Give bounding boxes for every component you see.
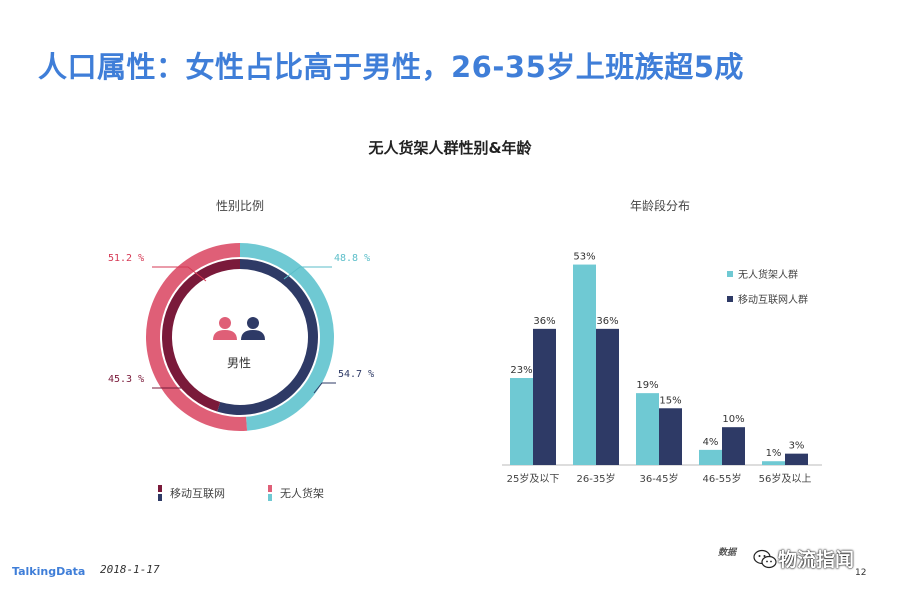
- bar-1-2: [659, 408, 682, 465]
- label-inner-male: 45.3 %: [108, 374, 144, 385]
- outer-ring-female-slice: [146, 243, 248, 431]
- label-outer-female-leader: [152, 266, 207, 282]
- bar-1-1: [596, 328, 619, 465]
- source-label: 数据: [718, 548, 737, 558]
- bar-value-label: 23%: [510, 365, 532, 376]
- label-inner-female: 54.7 %: [338, 369, 374, 380]
- label-outer-female: 51.2 %: [108, 253, 144, 264]
- outer-ring-male-slice: [240, 243, 335, 431]
- legend-label-shelf: 无人货架: [280, 487, 324, 500]
- bar-1-0: [533, 328, 556, 465]
- bar-0-0: [510, 378, 533, 465]
- donut-legend: 移动互联网: [158, 484, 225, 502]
- bar-value-label: 15%: [659, 395, 681, 406]
- donut-legend-2: 无人货架: [268, 484, 324, 502]
- label-inner-female-leader: [313, 382, 336, 394]
- donut-title: 性别比例: [215, 199, 264, 213]
- bar-1-4: [785, 453, 808, 465]
- bar-value-label: 53%: [573, 252, 595, 263]
- bar-0-4: [762, 461, 785, 465]
- bar-value-label: 4%: [703, 437, 719, 448]
- bar-0-1: [573, 264, 596, 465]
- bar-value-label: 3%: [789, 441, 805, 452]
- bar-1-3: [722, 427, 745, 465]
- bar-value-label: 36%: [596, 316, 618, 327]
- section-title: 无人货架人群性别&年龄: [368, 139, 532, 157]
- gender-donut-chart: 男性 51.2 % 48.8 % 45.3 % 54.7 %: [108, 243, 374, 431]
- bar-0-2: [636, 393, 659, 465]
- bar-value-label: 19%: [636, 380, 658, 391]
- label-inner-male-leader: [152, 387, 209, 402]
- bar-legend-swatch-shelf: [727, 270, 733, 277]
- x-tick-label: 25岁及以下: [507, 472, 560, 485]
- watermark-text: 物流指闻: [778, 549, 855, 571]
- label-outer-male-leader: [283, 266, 332, 280]
- bar-value-label: 10%: [722, 414, 744, 425]
- bar-0-3: [699, 449, 722, 465]
- page-number: 12: [855, 568, 867, 578]
- donut-center-label: 男性: [227, 356, 251, 370]
- age-bar-chart: 23% 36% 25岁及以下 53% 36% 26-35岁 19%15% 36-45岁 4% 10…: [502, 252, 822, 485]
- slide-title: 人口属性：女性占比高于男性，26-35岁上班族超5成: [38, 50, 744, 84]
- x-tick-label: 46-55岁: [702, 472, 741, 485]
- talkingdata-logo: TalkingData: [12, 565, 86, 578]
- bar-legend-swatch-mobile: [727, 295, 733, 302]
- legend-swatch-mobile: [158, 484, 162, 502]
- legend-swatch-shelf: [268, 484, 272, 502]
- bar-value-label: 1%: [766, 448, 782, 459]
- bar-legend-label-mobile: 移动互联网人群: [738, 295, 808, 306]
- inner-ring-female-slice: [162, 259, 240, 412]
- footer-date: 2018-1-17: [100, 563, 160, 576]
- x-tick-label: 36-45岁: [639, 472, 678, 485]
- watermark: 物流指闻: [752, 545, 854, 572]
- wechat-icon: [753, 549, 777, 568]
- bar-legend: 无人货架人群 移动互联网人群: [727, 266, 808, 316]
- bar-title: 年龄段分布: [629, 199, 690, 213]
- people-icon: [213, 317, 265, 340]
- x-tick-label: 56岁及以上: [759, 472, 812, 485]
- bar-legend-label-shelf: 无人货架人群: [738, 270, 798, 281]
- legend-label-mobile: 移动互联网: [170, 487, 225, 500]
- bar-value-label: 36%: [533, 316, 555, 327]
- label-outer-male: 48.8 %: [334, 253, 370, 264]
- x-tick-label: 26-35岁: [576, 472, 615, 485]
